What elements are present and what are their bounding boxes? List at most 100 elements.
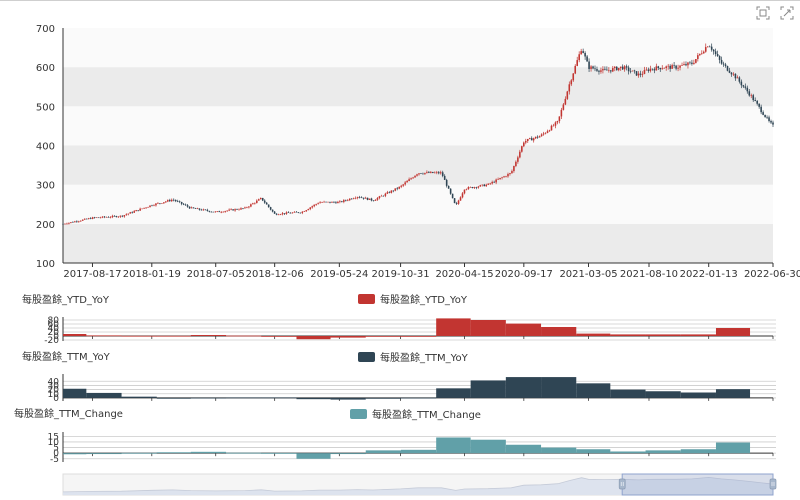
- legend-item[interactable]: 每股盈餘_TTM_Change: [350, 408, 481, 421]
- candle-body: [404, 182, 406, 185]
- candlestick: [588, 58, 590, 72]
- candlestick: [325, 201, 327, 203]
- legend-swatch[interactable]: [350, 409, 367, 419]
- zoom-reset-icon[interactable]: [780, 6, 794, 20]
- legend-item[interactable]: 每股盈餘_TTM_YoY: [358, 351, 469, 364]
- candle-body: [394, 188, 397, 191]
- candle-body: [750, 95, 753, 96]
- candlestick: [469, 186, 472, 188]
- candle-body: [461, 193, 464, 198]
- candle-body: [234, 209, 236, 211]
- candle-body: [89, 218, 92, 219]
- candlestick: [617, 67, 620, 72]
- candlestick: [722, 61, 725, 67]
- slider-window[interactable]: [621, 473, 774, 496]
- candle-body: [629, 71, 632, 72]
- candle-body: [701, 53, 703, 54]
- candle-body: [770, 121, 772, 123]
- candle-body: [129, 212, 132, 214]
- candlestick: [445, 178, 448, 188]
- slider-handle-right[interactable]: [769, 478, 777, 490]
- bar: [330, 336, 366, 338]
- candle-body: [619, 66, 622, 68]
- y-tick-label: 60: [48, 320, 60, 330]
- bar: [610, 451, 646, 454]
- candle-body: [479, 185, 482, 187]
- candle-body: [172, 199, 175, 201]
- candle-body: [85, 218, 88, 220]
- candle-body: [127, 213, 130, 215]
- candlestick: [540, 133, 543, 137]
- candlestick: [615, 66, 618, 71]
- candlestick: [386, 190, 389, 195]
- slider-handle-left[interactable]: [618, 478, 626, 490]
- candle-body: [335, 202, 337, 204]
- candlestick: [230, 208, 232, 211]
- candlestick: [434, 171, 436, 174]
- bar: [330, 397, 366, 400]
- x-tick-label: 2019-10-31: [372, 269, 430, 280]
- candlestick: [754, 97, 757, 102]
- candlestick: [762, 110, 764, 116]
- candlestick: [319, 201, 321, 204]
- candle-body: [606, 69, 608, 71]
- bar: [296, 336, 331, 340]
- candlestick: [568, 81, 571, 95]
- candle-body: [432, 171, 434, 173]
- candle-body: [487, 183, 490, 185]
- y-tick-label: 400: [36, 142, 55, 153]
- candlestick: [426, 170, 428, 174]
- candle-body: [149, 205, 151, 208]
- panel-title: 每股盈餘_TTM_Change: [14, 407, 123, 420]
- candle-body: [103, 216, 106, 218]
- candlestick: [418, 173, 420, 176]
- slider-handle-grip[interactable]: [618, 478, 626, 490]
- data-zoom-slider[interactable]: [62, 473, 777, 496]
- candlestick: [242, 208, 244, 210]
- candle-body: [384, 193, 387, 196]
- slider-handle-grip[interactable]: [769, 478, 777, 490]
- candle-body: [625, 66, 628, 68]
- candle-body: [748, 91, 751, 96]
- candle-body: [333, 201, 335, 203]
- candlestick: [756, 99, 758, 106]
- candle-body: [584, 52, 586, 57]
- candle-body: [109, 217, 112, 218]
- candle-body: [465, 189, 468, 190]
- bar: [645, 450, 681, 454]
- legend-item[interactable]: 每股盈餘_YTD_YoY: [358, 293, 468, 306]
- candlestick: [461, 192, 464, 199]
- candlestick: [645, 67, 648, 71]
- candle-body: [137, 210, 139, 211]
- y-tick-label: 0: [53, 449, 59, 459]
- candlestick: [111, 214, 114, 219]
- candle-body: [617, 67, 620, 71]
- candlestick: [491, 180, 493, 185]
- candle-body: [107, 217, 110, 218]
- candlestick: [333, 201, 335, 204]
- candle-body: [685, 64, 687, 66]
- candle-body: [161, 203, 163, 204]
- legend-swatch[interactable]: [358, 294, 375, 304]
- candle-body: [265, 202, 268, 205]
- candlestick-series: [62, 43, 774, 225]
- bar: [86, 335, 122, 337]
- candlestick: [651, 68, 654, 71]
- y-tick-label: 30: [48, 381, 60, 391]
- candlestick: [273, 210, 276, 214]
- bar: [610, 334, 646, 336]
- candlestick: [414, 175, 416, 178]
- candle-body: [754, 100, 757, 101]
- candlestick: [580, 48, 582, 55]
- candlestick: [693, 59, 695, 65]
- candlestick: [218, 210, 221, 213]
- legend-swatch[interactable]: [358, 352, 375, 362]
- candle-body: [613, 66, 616, 69]
- candle-body: [214, 211, 217, 213]
- candlestick: [341, 200, 343, 203]
- candlestick: [455, 201, 458, 205]
- candle-body: [319, 202, 321, 204]
- data-zoom-icon[interactable]: [756, 6, 770, 20]
- candle-body: [281, 213, 284, 215]
